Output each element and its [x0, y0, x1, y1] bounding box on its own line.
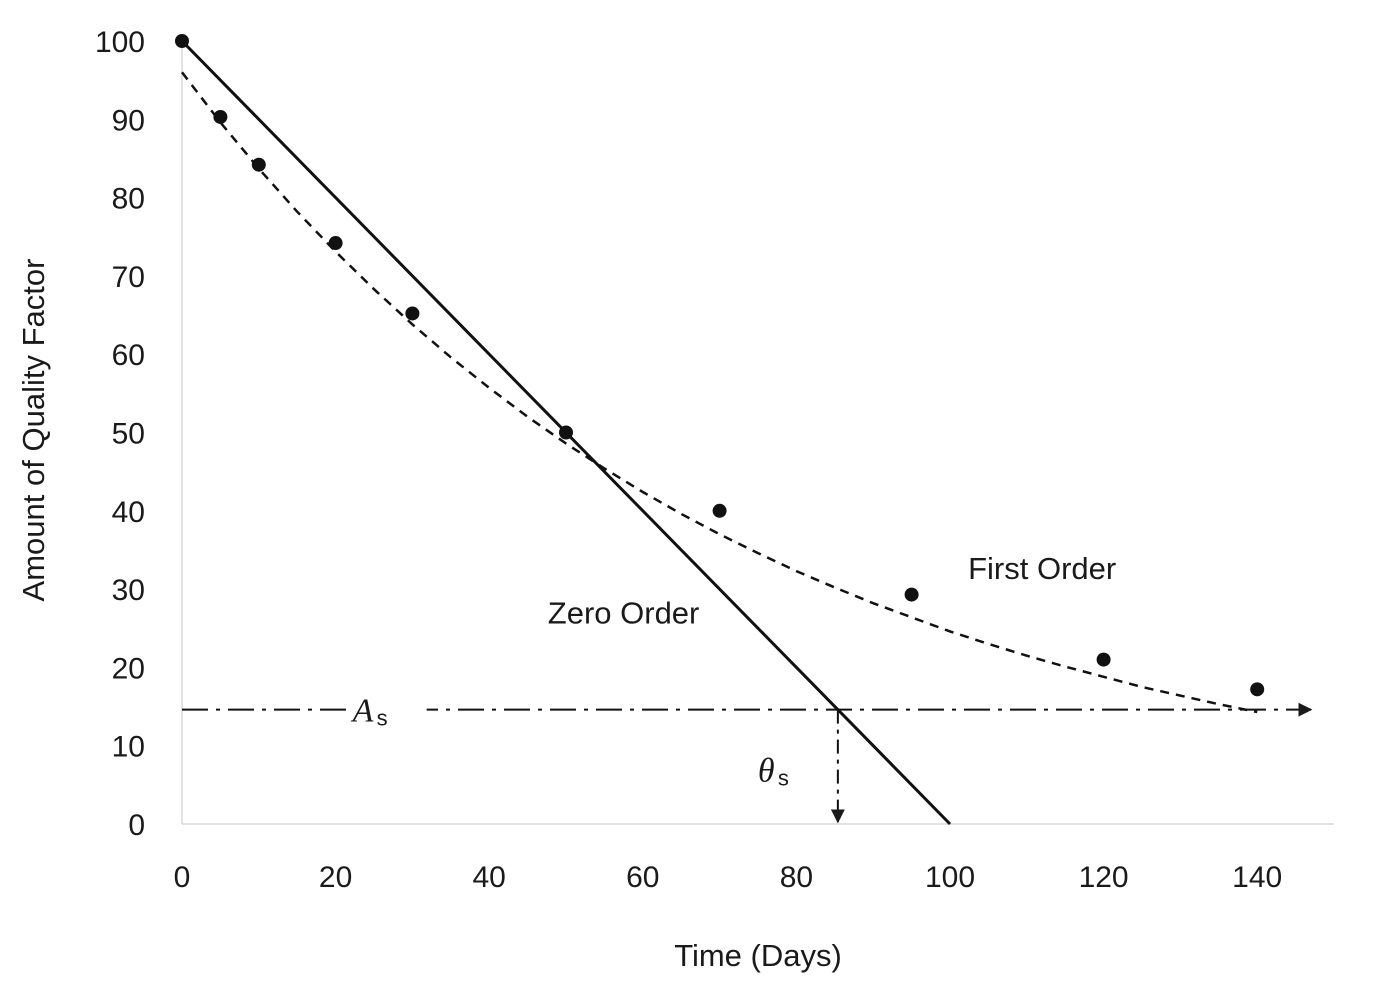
y-tick-label: 0: [128, 809, 145, 842]
data-point: [1250, 682, 1265, 697]
data-point: [405, 306, 420, 321]
y-tick-label: 50: [112, 418, 145, 451]
y-tick-label: 60: [112, 339, 145, 372]
y-tick-label: 80: [112, 183, 145, 216]
x-tick-label: 80: [780, 861, 813, 894]
data-point: [559, 425, 573, 440]
threshold-label-subscript: s: [377, 706, 388, 731]
x-tick-label: 40: [473, 861, 506, 894]
data-point: [175, 34, 189, 48]
data-point: [213, 109, 228, 124]
y-tick-label: 20: [112, 652, 145, 685]
y-tick-label: 70: [112, 261, 145, 294]
first-order-curve: [181, 71, 1258, 714]
x-tick-label: 120: [1079, 861, 1129, 894]
x-tick-label: 100: [925, 861, 975, 894]
plot-area: [175, 34, 1313, 826]
data-point: [1096, 652, 1111, 667]
y-tick-label: 100: [95, 26, 145, 59]
x-tick-label: 140: [1232, 861, 1282, 894]
data-point: [904, 587, 919, 602]
threshold-label-bg: [346, 687, 427, 732]
x-tick-label: 0: [174, 861, 191, 894]
data-point: [328, 236, 343, 251]
zero-order-label: Zero Order: [548, 596, 700, 631]
y-tick-label: 90: [112, 104, 145, 137]
y-tick-label: 10: [112, 731, 145, 764]
first-order-label: First Order: [968, 551, 1116, 586]
theta-label: θ: [758, 753, 775, 790]
data-point: [712, 503, 727, 518]
y-axis-title: Amount of Quality Factor: [16, 259, 51, 602]
threshold-label: A: [351, 693, 374, 730]
x-axis-title: Time (Days): [674, 938, 842, 973]
y-tick-label: 30: [112, 574, 145, 607]
theta-label-subscript: s: [778, 766, 789, 791]
x-tick-label: 20: [319, 861, 352, 894]
x-tick-label: 60: [626, 861, 659, 894]
axes: 0 10 20 30 40 50 60 70 80 90 100 0 20 40 60 80 100 120 140: [95, 26, 1334, 894]
y-tick-label: 40: [112, 496, 145, 529]
data-point: [251, 157, 266, 172]
